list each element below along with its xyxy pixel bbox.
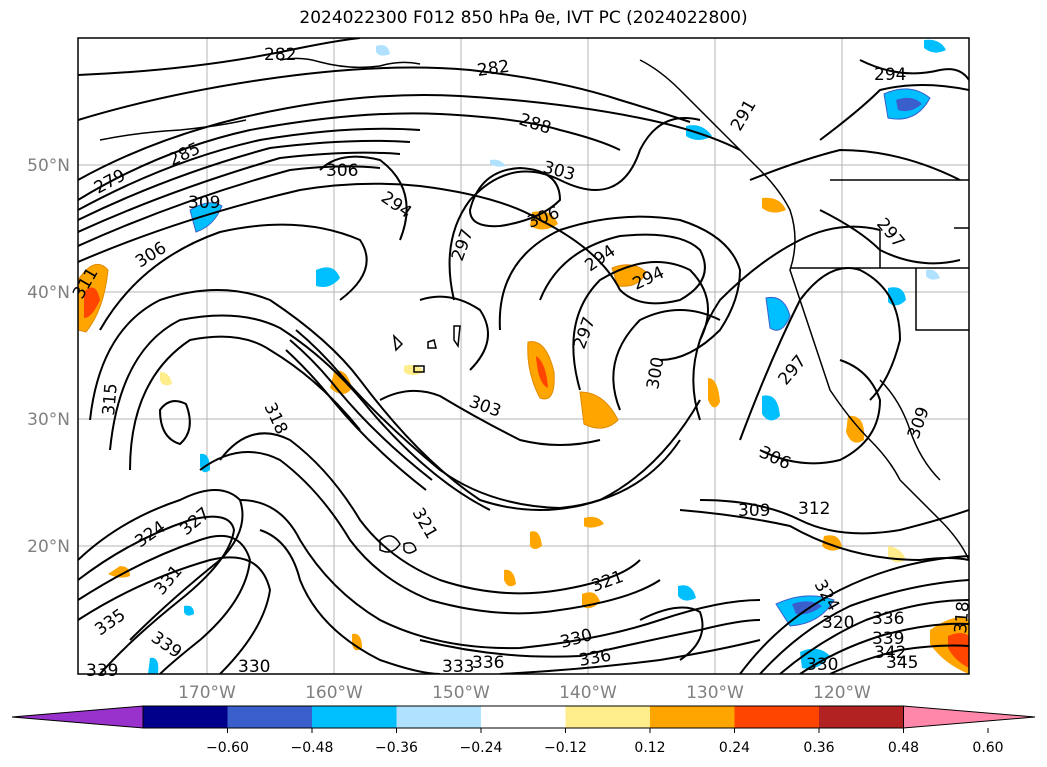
colorbar-tick-label: −0.48	[291, 740, 334, 756]
contour-label: 320	[822, 613, 854, 633]
colorbar-cell	[312, 706, 397, 728]
contour-label: 309	[188, 193, 220, 213]
ivt-shading	[78, 39, 969, 674]
theta-e-contours	[78, 38, 969, 674]
lon-label: 150°W	[432, 683, 490, 703]
lon-label: 120°W	[813, 683, 871, 703]
map-frame	[77, 37, 970, 675]
colorbar-tick-label: 0.36	[803, 740, 834, 756]
colorbar: −0.60 −0.48 −0.36 −0.24 −0.12 0.12 0.24 0.36 0.4…	[11, 705, 1036, 756]
map-title: 2024022300 F012 850 hPa θe, IVT PC (2024…	[299, 8, 748, 28]
contour-label: 330	[806, 655, 838, 675]
colorbar-cell	[819, 706, 904, 728]
contour-label: 282	[476, 57, 511, 81]
contour-label: 345	[886, 653, 918, 673]
coastlines	[99, 57, 969, 561]
colorbar-cells	[11, 705, 1036, 729]
contour-label: 306	[326, 161, 358, 181]
contour-label: 294	[874, 65, 906, 85]
contour-label: 330	[238, 657, 270, 677]
colorbar-cell	[565, 706, 651, 728]
contour-label: 309	[738, 501, 770, 521]
contour-label: 339	[86, 661, 118, 681]
colorbar-tick-label: 0.12	[634, 740, 665, 756]
lat-label: 20°N	[27, 537, 70, 557]
colorbar-cell	[143, 706, 228, 728]
contour-label: 339	[872, 629, 904, 649]
colorbar-tick-label: −0.36	[375, 740, 418, 756]
colorbar-tick-label: −0.60	[206, 740, 249, 756]
lat-label: 50°N	[27, 156, 70, 176]
colorbar-tick-label: 0.48	[888, 740, 919, 756]
contour-label: 315	[99, 382, 122, 416]
axis-labels: 170°W 160°W 150°W 140°W 130°W 120°W 50°N…	[27, 156, 871, 703]
colorbar-tick-label: 0.24	[719, 740, 750, 756]
lat-label: 30°N	[27, 410, 70, 430]
colorbar-frame	[142, 705, 904, 729]
lon-label: 140°W	[559, 683, 617, 703]
colorbar-tick-label: 0.60	[972, 740, 1003, 756]
lon-label: 130°W	[686, 683, 744, 703]
colorbar-tick-label: −0.24	[460, 740, 503, 756]
contour-label: 336	[872, 609, 904, 629]
graticule	[78, 38, 969, 674]
colorbar-cell	[481, 706, 566, 728]
colorbar-extend-left	[11, 705, 144, 729]
contour-label: 318	[951, 600, 974, 634]
contour-label: 282	[264, 45, 296, 65]
contour-label: 312	[798, 499, 830, 519]
colorbar-ticks: −0.60 −0.48 −0.36 −0.24 −0.12 0.12 0.24 0.36 0.4…	[206, 728, 1004, 756]
colorbar-tick-label: −0.12	[544, 740, 587, 756]
colorbar-cell	[396, 706, 482, 728]
contour-label: 336	[472, 653, 504, 673]
contour-label: 333	[442, 657, 474, 677]
colorbar-cell	[227, 706, 313, 728]
lon-label: 160°W	[305, 683, 363, 703]
colorbar-extend-right	[903, 705, 1036, 729]
map-background	[78, 38, 969, 674]
colorbar-cell	[650, 706, 735, 728]
colorbar-cell	[734, 706, 820, 728]
contour-label: 342	[874, 643, 906, 663]
lon-label: 170°W	[178, 683, 236, 703]
lat-label: 40°N	[27, 283, 70, 303]
